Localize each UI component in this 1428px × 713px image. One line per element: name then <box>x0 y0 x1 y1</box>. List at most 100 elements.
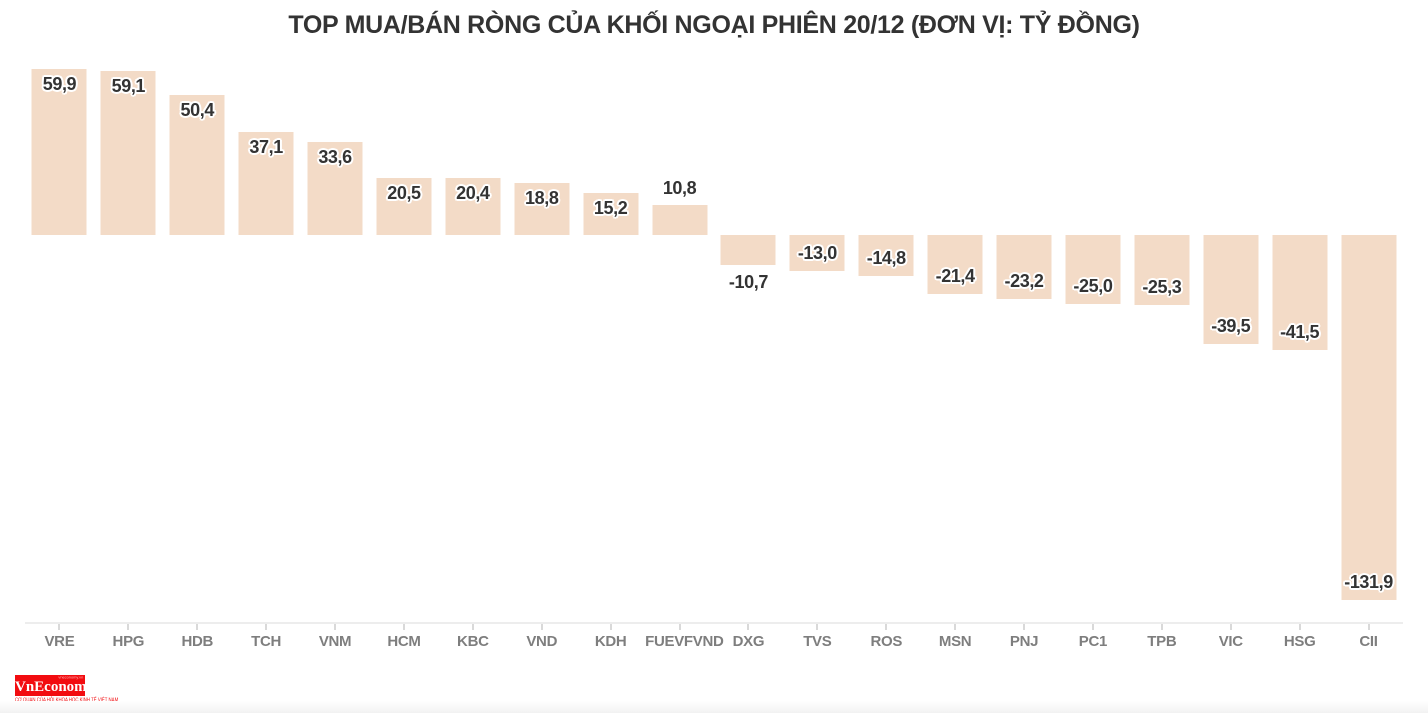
bar-vnm <box>307 141 363 235</box>
value-label-hdb: 50,4 <box>180 100 215 121</box>
x-axis-label-vre: VRE <box>44 633 75 650</box>
value-label-pc1: -25,0 <box>1073 276 1113 297</box>
chart-column-vic: -39,5 VIC <box>1196 0 1265 713</box>
value-label-cii: -131,9 <box>1344 572 1393 593</box>
chart-column-vnm: 33,6 VNM <box>301 0 370 713</box>
chart-column-kbc: 20,4 KBC <box>438 0 507 713</box>
value-label-vnm: 33,6 <box>318 146 352 167</box>
chart-column-pc1: -25,0 PC1 <box>1059 0 1128 713</box>
value-label-fuevfvnd: 10,8 <box>662 178 697 199</box>
x-axis-label-pnj: PNJ <box>1009 633 1039 650</box>
x-axis-label-tpb: TPB <box>1147 633 1177 650</box>
x-axis-tick <box>334 624 337 630</box>
logo-tagline: CƠ QUAN CỦA HỘI KHOA HỌC KINH TẾ VIỆT NA… <box>15 698 118 703</box>
x-axis-tick <box>1298 624 1301 630</box>
value-label-vic: -39,5 <box>1211 316 1251 337</box>
value-label-dxg: -10,7 <box>728 271 768 292</box>
chart-column-tvs: -13,0 TVS <box>783 0 852 713</box>
chart-column-hsg: -41,5 HSG <box>1265 0 1334 713</box>
x-axis-tick <box>609 624 612 630</box>
value-label-hcm: 20,5 <box>387 183 421 204</box>
x-axis-label-vic: VIC <box>1218 633 1243 650</box>
value-label-hsg: -41,5 <box>1280 321 1320 342</box>
x-axis-label-hdb: HDB <box>181 633 214 650</box>
x-axis-tick <box>1023 624 1026 630</box>
chart-column-pnj: -23,2 PNJ <box>990 0 1059 713</box>
x-axis-label-vnm: VNM <box>318 633 352 650</box>
x-axis-label-hsg: HSG <box>1283 633 1316 650</box>
value-label-vnd: 18,8 <box>525 187 559 208</box>
x-axis-label-cii: CII <box>1359 633 1378 650</box>
chart-column-fuevfvnd: 10,8 FUEVFVND <box>645 0 724 713</box>
x-axis-tick <box>471 624 474 630</box>
x-axis-label-fuevfvnd: FUEVFVND <box>645 633 724 650</box>
bar-kdh <box>583 192 639 235</box>
x-axis-tick <box>402 624 405 630</box>
value-label-vre: 59,9 <box>42 74 77 95</box>
x-axis-tick <box>1229 624 1232 630</box>
x-axis-tick <box>816 624 819 630</box>
value-label-ros: -14,8 <box>866 247 906 268</box>
x-axis-tick <box>196 624 199 630</box>
x-axis-tick <box>954 624 957 630</box>
value-label-pnj: -23,2 <box>1004 271 1044 292</box>
x-axis-tick <box>127 624 130 630</box>
x-axis-label-dxg: DXG <box>732 633 765 650</box>
logo-wordmark: VnEconomy <box>15 679 95 695</box>
bar-vic <box>1203 235 1259 345</box>
bar-tvs <box>789 235 845 271</box>
x-axis-label-msn: MSN <box>938 633 972 650</box>
x-axis-tick <box>1160 624 1163 630</box>
x-axis-label-hcm: HCM <box>387 633 421 650</box>
value-label-tvs: -13,0 <box>797 243 837 263</box>
bar-tch <box>238 132 294 235</box>
x-axis-label-kbc: KBC <box>457 633 489 650</box>
chart-column-tpb: -25,3 TPB <box>1127 0 1196 713</box>
value-label-tch: 37,1 <box>249 137 283 158</box>
x-axis-tick <box>1367 624 1370 630</box>
bottom-edge-shadow <box>0 701 1428 713</box>
bar-pc1 <box>1065 235 1121 305</box>
bar-ros <box>858 235 914 276</box>
value-label-kbc: 20,4 <box>456 183 490 204</box>
bar-tpb <box>1134 235 1190 306</box>
chart-column-vnd: 18,8 VND <box>507 0 576 713</box>
chart-column-dxg: -10,7 DXG <box>714 0 783 713</box>
bar-hcm <box>376 178 432 235</box>
x-axis-label-tch: TCH <box>251 633 282 650</box>
chart-column-vre: 59,9 VRE <box>25 0 94 713</box>
bar-fuevfvnd <box>652 205 708 235</box>
bar-vre <box>31 69 87 235</box>
x-axis-label-vnd: VND <box>526 633 558 650</box>
x-axis-tick <box>58 624 61 630</box>
bar-hdb <box>169 95 225 235</box>
chart-column-msn: -21,4 MSN <box>921 0 990 713</box>
bar-pnj <box>996 235 1052 300</box>
bar-cii <box>1341 235 1397 601</box>
chart-column-tch: 37,1 TCH <box>232 0 301 713</box>
value-label-msn: -21,4 <box>935 266 975 287</box>
chart-column-kdh: 15,2 KDH <box>576 0 645 713</box>
chart-column-hpg: 59,1 HPG <box>94 0 163 713</box>
chart-column-hcm: 20,5 HCM <box>370 0 439 713</box>
x-axis-label-tvs: TVS <box>803 633 832 650</box>
value-label-kdh: 15,2 <box>593 197 628 218</box>
chart-column-cii: -131,9 CII <box>1334 0 1403 713</box>
value-label-hpg: 59,1 <box>111 76 146 97</box>
x-axis-label-ros: ROS <box>870 633 903 650</box>
bar-hpg <box>100 71 156 235</box>
x-axis-tick <box>747 624 750 630</box>
chart-title: TOP MUA/BÁN RÒNG CỦA KHỐI NGOẠI PHIÊN 20… <box>288 11 1140 39</box>
bar-dxg <box>720 235 776 265</box>
x-axis-label-pc1: PC1 <box>1078 633 1108 650</box>
vneconomy-logo: vneconomy.vn VnEconomy CƠ QUAN CỦA HỘI K… <box>15 675 135 704</box>
value-label-tpb: -25,3 <box>1142 277 1182 298</box>
x-axis-tick <box>1091 624 1094 630</box>
x-axis-label-kdh: KDH <box>594 633 627 650</box>
chart-column-ros: -14,8 ROS <box>852 0 921 713</box>
bar-kbc <box>445 178 501 235</box>
x-axis-line <box>25 622 1403 624</box>
bar-msn <box>927 235 983 295</box>
x-axis-label-hpg: HPG <box>112 633 145 650</box>
